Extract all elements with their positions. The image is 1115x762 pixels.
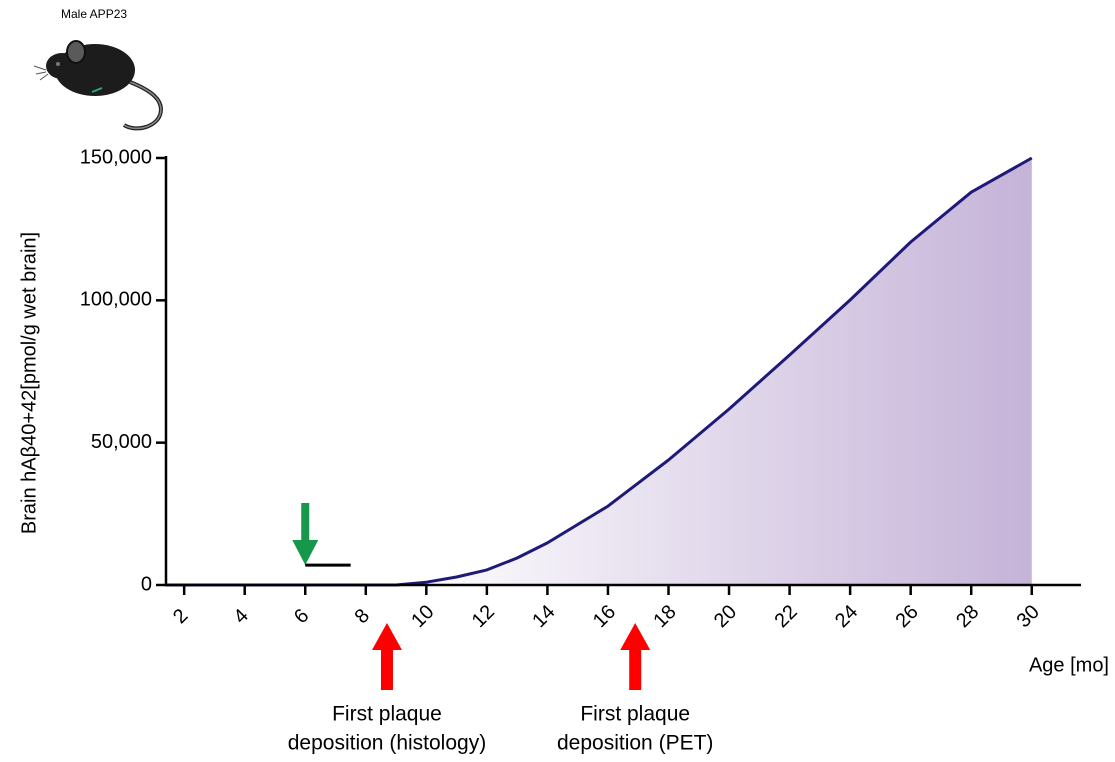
x-tick-label: 30	[1013, 601, 1044, 632]
y-tick-label: 0	[141, 573, 152, 595]
annotation-arrow	[620, 623, 650, 690]
annotation-text: deposition (PET)	[557, 732, 713, 755]
marker-arrow	[292, 503, 318, 565]
x-tick-label: 4	[229, 605, 252, 628]
x-tick-label: 10	[407, 601, 438, 632]
annotation-text: First plaque	[332, 703, 442, 726]
x-tick-label: 8	[351, 605, 374, 628]
x-tick-label: 24	[831, 601, 862, 632]
x-tick-label: 18	[649, 601, 680, 632]
annotation-text: deposition (histology)	[288, 732, 486, 755]
x-tick-label: 6	[290, 605, 313, 628]
y-axis-title: Brain hAβ40+42[pmol/g wet brain]	[18, 232, 40, 534]
subtitle: Male APP23	[61, 7, 127, 21]
x-tick-label: 2	[169, 605, 192, 628]
y-tick-label: 150,000	[80, 146, 152, 168]
chart: Male APP23 Brain hAβ40+42[pmol/g wet bra…	[0, 0, 1115, 762]
area	[166, 158, 1032, 585]
x-tick-label: 20	[710, 601, 741, 632]
x-tick-label: 12	[468, 601, 499, 632]
y-tick-label: 50,000	[91, 431, 152, 453]
mouse-icon	[34, 41, 161, 128]
x-tick-label: 16	[589, 601, 620, 632]
x-tick-label: 28	[952, 601, 983, 632]
annotation-arrow	[372, 623, 402, 690]
annotation-text: First plaque	[580, 703, 690, 726]
x-tick-label: 22	[770, 601, 801, 632]
x-tick-label: 14	[528, 601, 559, 632]
x-tick-label: 26	[892, 601, 923, 632]
y-tick-label: 100,000	[80, 289, 152, 311]
x-axis-title: Age [mo]	[1029, 654, 1109, 676]
